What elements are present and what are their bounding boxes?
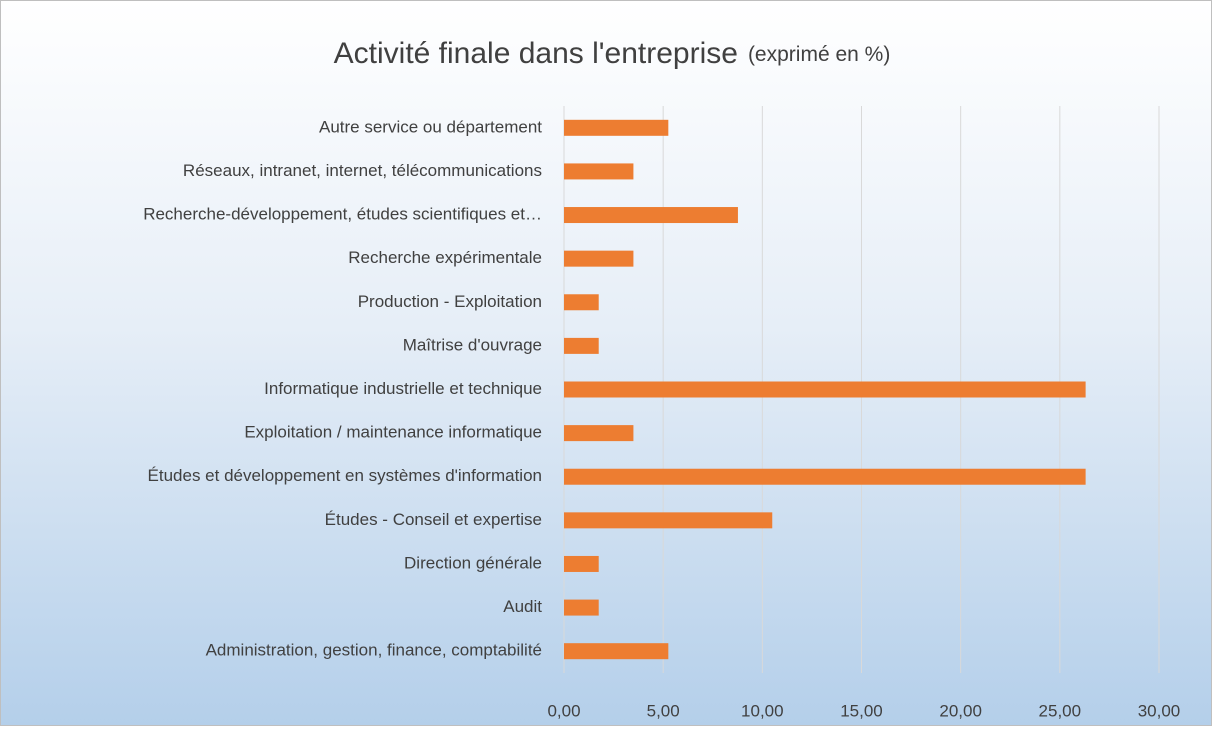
- y-tick-label: Réseaux, intranet, internet, télécommuni…: [183, 161, 542, 180]
- y-tick-label: Direction générale: [404, 553, 542, 572]
- bar: [564, 250, 634, 267]
- bar: [564, 294, 599, 311]
- bar: [564, 512, 773, 529]
- y-tick-label: Études - Conseil et expertise: [325, 510, 542, 529]
- y-tick-label: Production - Exploitation: [358, 292, 542, 311]
- x-tick-label: 10,00: [741, 701, 784, 720]
- chart-subtitle: (exprimé en %): [748, 43, 890, 66]
- y-tick-label: Autre service ou département: [319, 117, 542, 136]
- bar: [564, 207, 738, 224]
- bar: [564, 163, 634, 180]
- bar: [564, 643, 669, 660]
- bar: [564, 425, 634, 442]
- y-tick-label: Audit: [503, 597, 542, 616]
- x-tick-label: 20,00: [939, 701, 982, 720]
- bar: [564, 337, 599, 354]
- x-tick-label: 30,00: [1138, 701, 1181, 720]
- bar: [564, 599, 599, 616]
- x-tick-label: 15,00: [840, 701, 883, 720]
- bar: [564, 555, 599, 572]
- bar: [564, 468, 1086, 485]
- x-tick-label: 25,00: [1039, 701, 1082, 720]
- y-tick-label: Exploitation / maintenance informatique: [244, 423, 542, 442]
- y-tick-label: Recherche expérimentale: [348, 248, 542, 267]
- chart-title-group: Activité finale dans l'entreprise (exprim…: [334, 37, 891, 70]
- bar: [564, 119, 669, 136]
- x-tick-label: 5,00: [647, 701, 680, 720]
- y-tick-label: Informatique industrielle et technique: [264, 379, 542, 398]
- y-tick-label: Études et développement en systèmes d'in…: [148, 466, 542, 485]
- y-tick-label: Maîtrise d'ouvrage: [403, 335, 542, 354]
- x-tick-label: 0,00: [547, 701, 580, 720]
- y-tick-label: Recherche-développement, études scientif…: [143, 205, 542, 224]
- y-tick-label: Administration, gestion, finance, compta…: [206, 641, 542, 660]
- chart-title: Activité finale dans l'entreprise: [334, 37, 738, 70]
- bar: [564, 381, 1086, 398]
